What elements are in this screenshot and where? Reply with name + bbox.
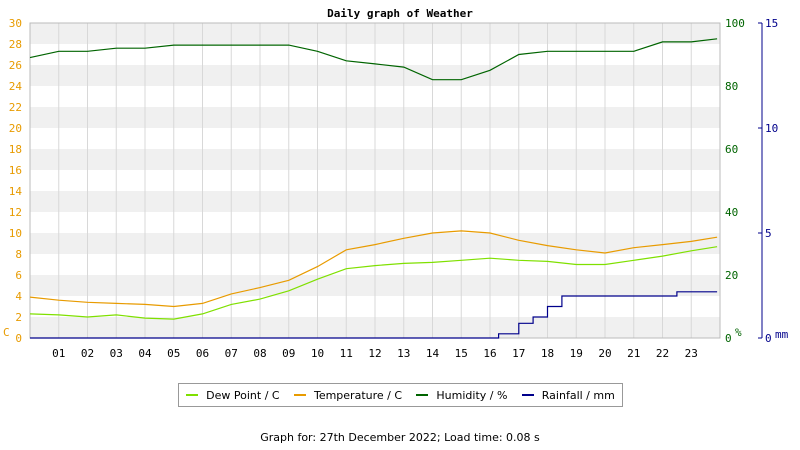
tick-label-x: 06 [196, 347, 209, 360]
tick-label-left: 30 [9, 17, 22, 30]
series-line-dew-point [29, 246, 718, 320]
legend-swatch-temperature [293, 394, 306, 396]
tick-label-humidity: 60 [725, 143, 738, 156]
tick-label-x: 01 [52, 347, 65, 360]
tick-label-x: 16 [483, 347, 496, 360]
tick-label-x: 09 [282, 347, 295, 360]
tick-label-left: 16 [9, 164, 22, 177]
series-line-humidity [29, 38, 718, 81]
vertical-gridlines [58, 23, 692, 338]
tick-label-humidity: 100 [725, 17, 745, 30]
tick-label-rain: 15 [765, 17, 778, 30]
tick-label-x: 19 [570, 347, 583, 360]
tick-label-x: 23 [685, 347, 698, 360]
tick-label-x: 05 [167, 347, 180, 360]
tick-label-x: 12 [368, 347, 381, 360]
tick-label-humidity: 0 [725, 332, 732, 345]
tick-label-x: 08 [253, 347, 266, 360]
tick-label-humidity: 80 [725, 80, 738, 93]
tick-label-x: 07 [225, 347, 238, 360]
rain-axis-unit: mm [775, 328, 789, 341]
tick-label-x: 13 [397, 347, 410, 360]
tick-label-humidity: 20 [725, 269, 738, 282]
legend-item-rainfall: Rainfall / mm [521, 388, 615, 402]
tick-label-rain: 10 [765, 122, 778, 135]
tick-label-left: 14 [9, 185, 23, 198]
tick-label-left: 18 [9, 143, 22, 156]
rain-axis-ticks: 0 5 10 15 [758, 17, 778, 345]
tick-label-x: 15 [455, 347, 468, 360]
tick-label-rain: 5 [765, 227, 772, 240]
tick-label-left: 10 [9, 227, 22, 240]
tick-label-x: 21 [627, 347, 640, 360]
legend-label-rainfall: Rainfall / mm [541, 388, 615, 402]
tick-label-left: 28 [9, 38, 22, 51]
chart-title: Daily graph of Weather [327, 7, 473, 20]
tick-label-x: 14 [426, 347, 440, 360]
legend-swatch-humidity [416, 394, 429, 396]
tick-label-rain: 0 [765, 332, 772, 345]
legend: Dew Point / C Temperature / C Humidity /… [178, 383, 623, 407]
series-line-temperature [29, 230, 718, 308]
tick-label-left: 8 [15, 248, 22, 261]
legend-label-humidity: Humidity / % [436, 388, 508, 402]
legend-swatch-rainfall [521, 394, 534, 396]
tick-label-left: 26 [9, 59, 22, 72]
humidity-axis-unit: % [735, 326, 742, 339]
tick-label-left: 4 [15, 290, 22, 303]
tick-label-x: 04 [138, 347, 152, 360]
tick-label-left: 22 [9, 101, 22, 114]
tick-label-x: 03 [110, 347, 123, 360]
series-layer [29, 38, 718, 339]
tick-label-left: 24 [9, 80, 23, 93]
tick-label-left: 20 [9, 122, 22, 135]
tick-label-left: 6 [15, 269, 22, 282]
tick-label-x: 20 [598, 347, 611, 360]
tick-label-humidity: 40 [725, 206, 738, 219]
legend-item-humidity: Humidity / % [416, 389, 507, 402]
tick-label-left: 2 [15, 311, 22, 324]
tick-label-left: 0 [15, 332, 22, 345]
series-line-rainfall [30, 291, 718, 339]
humidity-axis-ticks: 0 20 40 60 80 100 [725, 17, 745, 345]
legend-label-dew-point: Dew Point / C [206, 388, 280, 402]
footer-status: Graph for: 27th December 2022; Load time… [260, 431, 540, 444]
legend-swatch-dew-point [186, 394, 199, 396]
x-axis-ticks: 01 02 03 04 05 06 07 08 09 10 11 12 13 14 15 16 17 18 19 20… [52, 347, 698, 360]
legend-item-temperature: Temperature / C [293, 388, 403, 402]
tick-label-x: 11 [340, 347, 353, 360]
tick-label-x: 02 [81, 347, 94, 360]
tick-label-x: 10 [311, 347, 324, 360]
left-axis-unit: C [3, 326, 10, 339]
legend-label-temperature: Temperature / C [313, 388, 403, 402]
tick-label-x: 22 [656, 347, 669, 360]
tick-label-left: 12 [9, 206, 22, 219]
tick-label-x: 17 [512, 347, 525, 360]
legend-item-dew-point: Dew Point / C [186, 388, 280, 402]
tick-label-x: 18 [541, 347, 554, 360]
